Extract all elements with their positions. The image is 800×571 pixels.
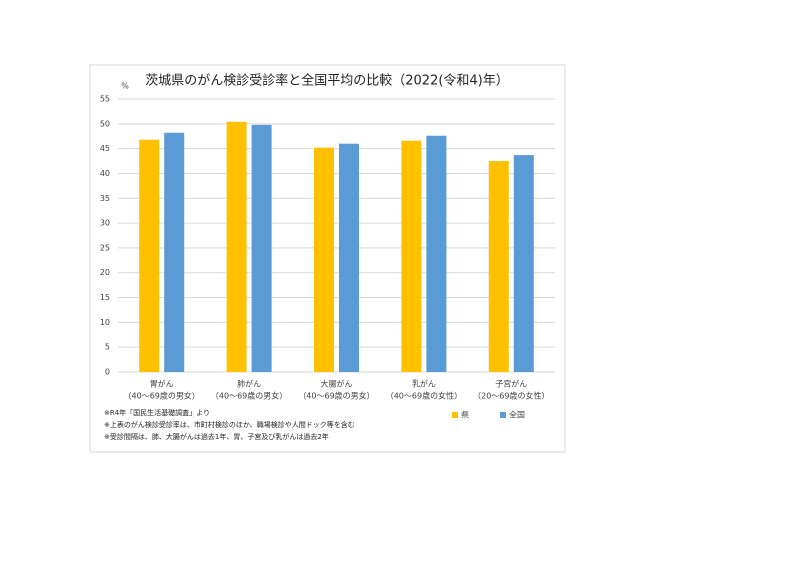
bar (426, 135, 447, 372)
x-tick-label: 大腸がん (321, 379, 353, 389)
y-tick-label: 45 (100, 144, 110, 153)
y-tick-label: 0 (105, 368, 110, 377)
y-unit: % (121, 82, 129, 91)
bar (139, 139, 160, 372)
y-tick-label: 5 (105, 343, 110, 352)
x-tick-label: （20～69歳の女性） (473, 391, 549, 401)
y-tick-label: 40 (100, 169, 110, 178)
bar (401, 140, 422, 372)
bar (164, 132, 185, 372)
bar (488, 161, 509, 372)
legend-label: 全国 (509, 410, 525, 420)
legend-swatch (500, 412, 506, 418)
bar (314, 147, 334, 372)
x-tick-label: （40～69歳の男女） (124, 391, 200, 401)
y-tick-label: 55 (100, 95, 110, 104)
bar (226, 121, 247, 372)
y-tick-label: 15 (100, 293, 110, 302)
legend-swatch (452, 412, 458, 418)
x-tick-label: （40～69歳の男女） (298, 391, 374, 401)
legend-label: 県 (461, 411, 469, 420)
y-tick-label: 10 (100, 318, 110, 327)
y-tick-label: 30 (100, 219, 110, 228)
note: ※受診間隔は、肺、大腸がんは過去1年、胃、子宮及び乳がんは過去2年 (104, 432, 329, 441)
x-tick-label: 乳がん (412, 379, 436, 389)
bar (513, 155, 534, 372)
x-tick-label: （40～69歳の男女） (211, 391, 287, 401)
y-tick-label: 50 (100, 119, 110, 128)
x-tick-label: 子宮がん (495, 379, 527, 389)
y-tick-label: 35 (100, 194, 110, 203)
x-tick-label: （40～69歳の女性） (386, 391, 462, 401)
bar (251, 124, 272, 372)
bar (339, 143, 359, 372)
x-tick-label: 胃がん (150, 379, 174, 389)
y-tick-label: 25 (100, 243, 110, 252)
note: ※上表のがん検診受診率は、市町村検診のほか、職場検診や人間ドック等を含む (104, 420, 355, 429)
y-tick-label: 20 (100, 268, 110, 277)
note: ※R4年「国民生活基礎調査」より (104, 408, 210, 417)
x-tick-label: 肺がん (237, 379, 261, 389)
chart-title: 茨城県のがん検診受診率と全国平均の比較（2022(令和4)年） (145, 73, 509, 89)
